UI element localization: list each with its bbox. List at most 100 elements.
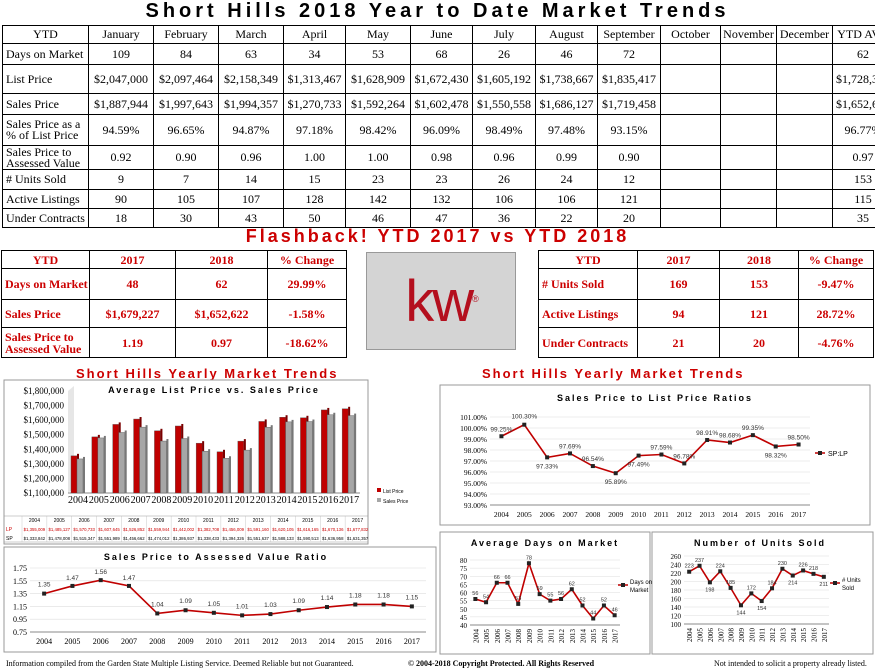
data-table-value: $1,570,733 <box>73 527 95 532</box>
data-label: 223 <box>685 564 694 570</box>
section-title-right: Short Hills Yearly Market Trends <box>482 366 745 381</box>
ytd-row: List Price $2,047,000 $2,097,464 $2,158,349… <box>2 64 875 94</box>
compare-cell: 121 <box>719 299 799 328</box>
chart-frame <box>651 531 874 655</box>
ytd-cell <box>660 145 721 170</box>
bar <box>91 436 99 494</box>
data-label: 95.89% <box>605 479 627 486</box>
data-label: 1.03 <box>264 602 277 609</box>
ytd-header-cell: July <box>472 25 536 44</box>
x-tick-label: 2011 <box>234 637 250 646</box>
ytd-table: YTD January February March April May June July A… <box>2 25 875 228</box>
data-label: 1.18 <box>349 592 362 599</box>
ytd-cell: 98.49% <box>472 114 536 146</box>
y-tick-label: 0.75 <box>13 628 27 637</box>
data-table-value: $1,636,958 <box>322 536 344 541</box>
bar-side <box>229 456 231 493</box>
data-table-value: $1,474,012 <box>148 536 170 541</box>
data-label: 98.32% <box>765 452 787 459</box>
chart-title: Sales Price to List Price Ratios <box>557 393 753 403</box>
y-tick-label: 180 <box>671 587 682 595</box>
compare-cell: 62 <box>175 268 268 300</box>
x-tick-label: 2005 <box>483 629 491 644</box>
data-label: 1.05 <box>208 601 221 608</box>
data-point <box>296 608 301 613</box>
ytd-cell: 128 <box>283 189 346 209</box>
ytd-cell: 0.99 <box>535 145 598 170</box>
bar <box>279 417 286 494</box>
x-tick-label: 2012 <box>769 628 777 643</box>
legend-label: # Units <box>842 578 861 584</box>
x-tick-label: 2009 <box>178 637 194 646</box>
y-tick-label: 70 <box>460 573 468 581</box>
ytd-cell: 0.90 <box>153 145 219 170</box>
data-point <box>155 611 160 616</box>
data-label: 1.47 <box>66 575 79 582</box>
ytd-cell: 50 <box>283 208 346 228</box>
bar-side <box>187 436 190 493</box>
bar-side <box>354 413 357 493</box>
legend-swatch <box>377 488 381 492</box>
x-tick-label: 2015 <box>590 629 598 644</box>
data-table-value: $1,551,989 <box>98 536 120 541</box>
x-tick-label: 2013 <box>779 628 787 643</box>
x-tick-label: 2016 <box>601 629 609 644</box>
data-table-year: 2006 <box>79 518 90 524</box>
bar <box>321 409 328 494</box>
data-label: 66 <box>494 575 500 581</box>
data-label: 224 <box>716 563 725 569</box>
compare-row: Under Contracts 21 20 -4.76% <box>538 327 874 358</box>
data-label: 1.18 <box>377 592 390 599</box>
data-point <box>545 455 550 460</box>
x-tick-label: 2004 <box>472 629 480 644</box>
bar <box>175 425 182 494</box>
data-table-year: 2008 <box>128 518 139 524</box>
x-tick-label: 2012 <box>558 629 566 644</box>
legend-label: SP:LP <box>828 451 848 458</box>
y-tick-label: 93.00% <box>464 501 487 510</box>
data-label: 78 <box>526 555 532 561</box>
compare-row-label: Sales Price <box>1 299 90 328</box>
y-tick-label: 160 <box>671 596 682 604</box>
data-point <box>353 602 358 607</box>
bar <box>285 421 292 494</box>
x-tick-label: 2017 <box>791 510 806 519</box>
page-title: Short Hills 2018 Year to Date Market Tre… <box>145 0 730 22</box>
data-label: 44 <box>590 611 596 617</box>
data-label: 55 <box>547 593 553 599</box>
data-label: 96.54% <box>582 456 604 463</box>
data-table-value: $1,456,662 <box>123 536 145 541</box>
y-tick-label: 1.55 <box>13 577 27 586</box>
bar <box>237 440 245 494</box>
compare-row-label: Active Listings <box>538 299 638 328</box>
data-label: 53 <box>515 596 521 602</box>
footer-right: Not intended to solicit a property alrea… <box>714 659 867 668</box>
data-table-value: $1,386,937 <box>173 536 195 541</box>
data-point <box>240 613 245 618</box>
x-tick-label: 2004 <box>686 628 694 643</box>
bar-side <box>166 439 169 493</box>
data-point <box>591 616 596 621</box>
data-label: 97.69% <box>559 443 581 450</box>
data-table-value: $1,478,008 <box>49 536 71 541</box>
data-table-value: $1,442,002 <box>173 527 195 532</box>
bar <box>347 415 355 494</box>
data-label: 230 <box>778 561 787 567</box>
compare-row: Sales Price to Assessed Value 1.19 0.97 -18… <box>1 327 347 358</box>
x-tick-label: 2014 <box>580 629 588 644</box>
data-table-year: 2014 <box>277 518 288 524</box>
data-point <box>526 561 531 566</box>
x-tick-label: 2016 <box>376 637 392 646</box>
bar <box>195 442 203 494</box>
x-tick-label: 2005 <box>517 510 532 519</box>
data-label: 98.50% <box>788 435 810 442</box>
y-tick-label: 1.75 <box>13 564 27 573</box>
bar <box>154 430 161 494</box>
x-tick-label: 2017 <box>404 637 420 646</box>
chart-title: Sales Price to Assessed Value Ratio <box>104 552 328 562</box>
legend-label: Sales Price <box>383 499 409 505</box>
x-tick-label: 2007 <box>563 510 578 519</box>
chart-title: Number of Units Sold <box>694 538 826 548</box>
data-point <box>821 574 826 579</box>
ytd-row: Active Listings 90 105 107 128 142 132 106 106 12… <box>2 189 875 209</box>
